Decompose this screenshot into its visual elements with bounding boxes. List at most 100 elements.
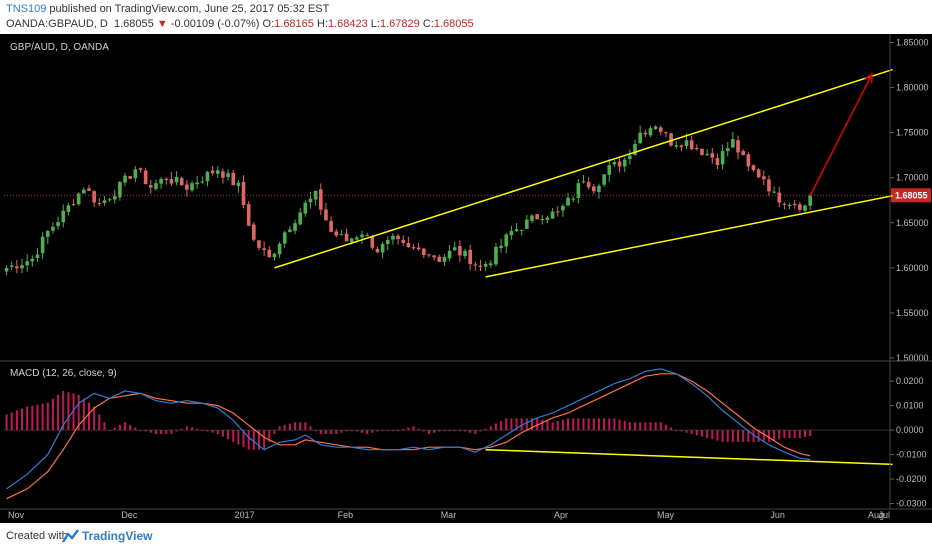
- candle-body[interactable]: [221, 171, 225, 178]
- candle-body[interactable]: [293, 223, 297, 231]
- candle-body[interactable]: [483, 263, 488, 267]
- candle-body[interactable]: [51, 226, 55, 231]
- candle-body[interactable]: [298, 212, 302, 225]
- candle-body[interactable]: [200, 181, 205, 183]
- candle-body[interactable]: [71, 203, 76, 205]
- candle-body[interactable]: [540, 218, 545, 221]
- candle-body[interactable]: [339, 234, 344, 236]
- candle-body[interactable]: [545, 217, 550, 220]
- candle-body[interactable]: [715, 158, 720, 166]
- candle-body[interactable]: [334, 231, 339, 236]
- candle-body[interactable]: [447, 250, 452, 259]
- candle-body[interactable]: [401, 239, 406, 243]
- candle-body[interactable]: [488, 263, 493, 266]
- candle-body[interactable]: [257, 240, 261, 248]
- candle-body[interactable]: [344, 233, 349, 242]
- candle-body[interactable]: [473, 264, 478, 266]
- candle-body[interactable]: [772, 191, 776, 193]
- candle-body[interactable]: [571, 198, 576, 200]
- candle-body[interactable]: [761, 176, 766, 180]
- candle-body[interactable]: [669, 133, 673, 146]
- candle-body[interactable]: [92, 191, 96, 203]
- candle-body[interactable]: [195, 182, 199, 185]
- candle-body[interactable]: [329, 220, 333, 232]
- candle-body[interactable]: [277, 243, 282, 255]
- candle-body[interactable]: [61, 210, 66, 223]
- candle-body[interactable]: [514, 229, 519, 232]
- candle-body[interactable]: [519, 229, 524, 231]
- macd-divergence-line[interactable]: [485, 448, 893, 466]
- candle-body[interactable]: [185, 184, 189, 190]
- candle-body[interactable]: [365, 235, 369, 237]
- candle-body[interactable]: [179, 178, 184, 186]
- candle-body[interactable]: [787, 204, 792, 206]
- candle-body[interactable]: [45, 230, 50, 237]
- candle-body[interactable]: [725, 148, 730, 152]
- projection-arrow-line[interactable]: [809, 73, 873, 197]
- candle-body[interactable]: [272, 253, 277, 258]
- candle-body[interactable]: [494, 246, 498, 265]
- author-link[interactable]: TNS109: [6, 3, 47, 15]
- candle-body[interactable]: [592, 186, 596, 192]
- candle-body[interactable]: [664, 132, 668, 134]
- candle-body[interactable]: [25, 261, 29, 266]
- channel-upper-line[interactable]: [274, 68, 893, 269]
- candle-body[interactable]: [782, 203, 787, 205]
- candle-body[interactable]: [416, 247, 421, 250]
- candle-body[interactable]: [679, 145, 684, 148]
- candle-body[interactable]: [561, 206, 565, 211]
- candle-body[interactable]: [205, 171, 210, 182]
- candle-body[interactable]: [437, 256, 442, 262]
- candle-body[interactable]: [535, 214, 539, 220]
- candle-body[interactable]: [308, 198, 313, 203]
- candle-body[interactable]: [15, 266, 19, 269]
- candle-body[interactable]: [169, 179, 174, 184]
- chart-canvas[interactable]: GBP/AUD, D, OANDA 1.85000 1.80000 1.75000 1.…: [0, 34, 932, 523]
- candle-body[interactable]: [370, 236, 375, 248]
- candle-body[interactable]: [736, 140, 740, 153]
- candle-body[interactable]: [154, 183, 158, 189]
- candle-body[interactable]: [777, 192, 782, 203]
- candle-body[interactable]: [767, 179, 771, 192]
- candle-body[interactable]: [241, 181, 246, 206]
- candle-body[interactable]: [648, 128, 653, 136]
- candle-body[interactable]: [674, 145, 679, 147]
- candle-body[interactable]: [422, 248, 426, 255]
- candle-body[interactable]: [391, 235, 395, 240]
- candle-body[interactable]: [798, 204, 802, 210]
- candle-body[interactable]: [643, 132, 648, 135]
- candle-body[interactable]: [282, 232, 287, 244]
- candle-body[interactable]: [653, 126, 658, 129]
- candle-body[interactable]: [509, 230, 514, 236]
- candle-body[interactable]: [741, 151, 745, 156]
- candle-body[interactable]: [313, 190, 318, 200]
- candle-body[interactable]: [499, 245, 503, 249]
- candle-body[interactable]: [622, 159, 627, 167]
- candle-body[interactable]: [4, 267, 9, 272]
- candle-body[interactable]: [226, 173, 230, 178]
- candle-body[interactable]: [87, 188, 91, 191]
- candle-body[interactable]: [525, 219, 529, 229]
- candle-body[interactable]: [597, 185, 601, 192]
- candle-body[interactable]: [20, 265, 24, 269]
- candle-body[interactable]: [695, 148, 699, 150]
- candle-body[interactable]: [442, 256, 447, 262]
- candle-body[interactable]: [133, 169, 138, 179]
- candle-body[interactable]: [82, 189, 86, 194]
- candle-body[interactable]: [360, 234, 364, 238]
- price-pane[interactable]: GBP/AUD, D, OANDA 1.85000 1.80000 1.75000 1.…: [4, 38, 931, 363]
- candle-body[interactable]: [128, 176, 133, 179]
- candle-body[interactable]: [262, 248, 266, 251]
- candle-body[interactable]: [149, 185, 153, 188]
- candle-body[interactable]: [633, 144, 637, 156]
- candle-body[interactable]: [504, 234, 509, 247]
- candle-body[interactable]: [638, 132, 642, 144]
- candle-body[interactable]: [35, 254, 40, 258]
- candle-body[interactable]: [76, 193, 81, 205]
- candle-body[interactable]: [550, 211, 555, 219]
- candle-body[interactable]: [689, 140, 694, 150]
- candle-body[interactable]: [612, 161, 617, 165]
- macd-pane[interactable]: MACD (12, 26, close, 9) 0.0200 0.0100 0.000…: [4, 368, 927, 509]
- candle-body[interactable]: [432, 255, 436, 258]
